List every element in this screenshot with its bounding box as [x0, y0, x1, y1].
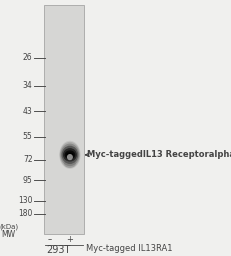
- Text: (kDa): (kDa): [0, 223, 18, 230]
- Text: 43: 43: [23, 107, 32, 116]
- Text: 34: 34: [23, 81, 32, 90]
- Ellipse shape: [60, 144, 79, 166]
- Text: 130: 130: [18, 196, 32, 205]
- Text: 95: 95: [23, 176, 32, 185]
- Text: 26: 26: [23, 53, 32, 62]
- Ellipse shape: [59, 141, 80, 169]
- Text: Myc-tagged IL13RA1: Myc-tagged IL13RA1: [86, 244, 172, 253]
- Text: Myc-taggedIL13 Receptoralpha 1: Myc-taggedIL13 Receptoralpha 1: [87, 150, 231, 159]
- Text: 72: 72: [23, 155, 32, 164]
- Ellipse shape: [64, 150, 75, 159]
- Bar: [44, 5, 83, 234]
- Ellipse shape: [64, 160, 76, 168]
- Ellipse shape: [60, 142, 80, 168]
- Ellipse shape: [66, 152, 73, 157]
- Text: +: +: [66, 235, 73, 244]
- Text: MW: MW: [2, 230, 16, 239]
- Text: 293T: 293T: [46, 244, 70, 254]
- Ellipse shape: [61, 146, 78, 164]
- Text: 180: 180: [18, 209, 32, 218]
- Ellipse shape: [63, 148, 76, 162]
- Text: –: –: [47, 235, 51, 244]
- Ellipse shape: [67, 154, 73, 160]
- Text: 55: 55: [23, 132, 32, 141]
